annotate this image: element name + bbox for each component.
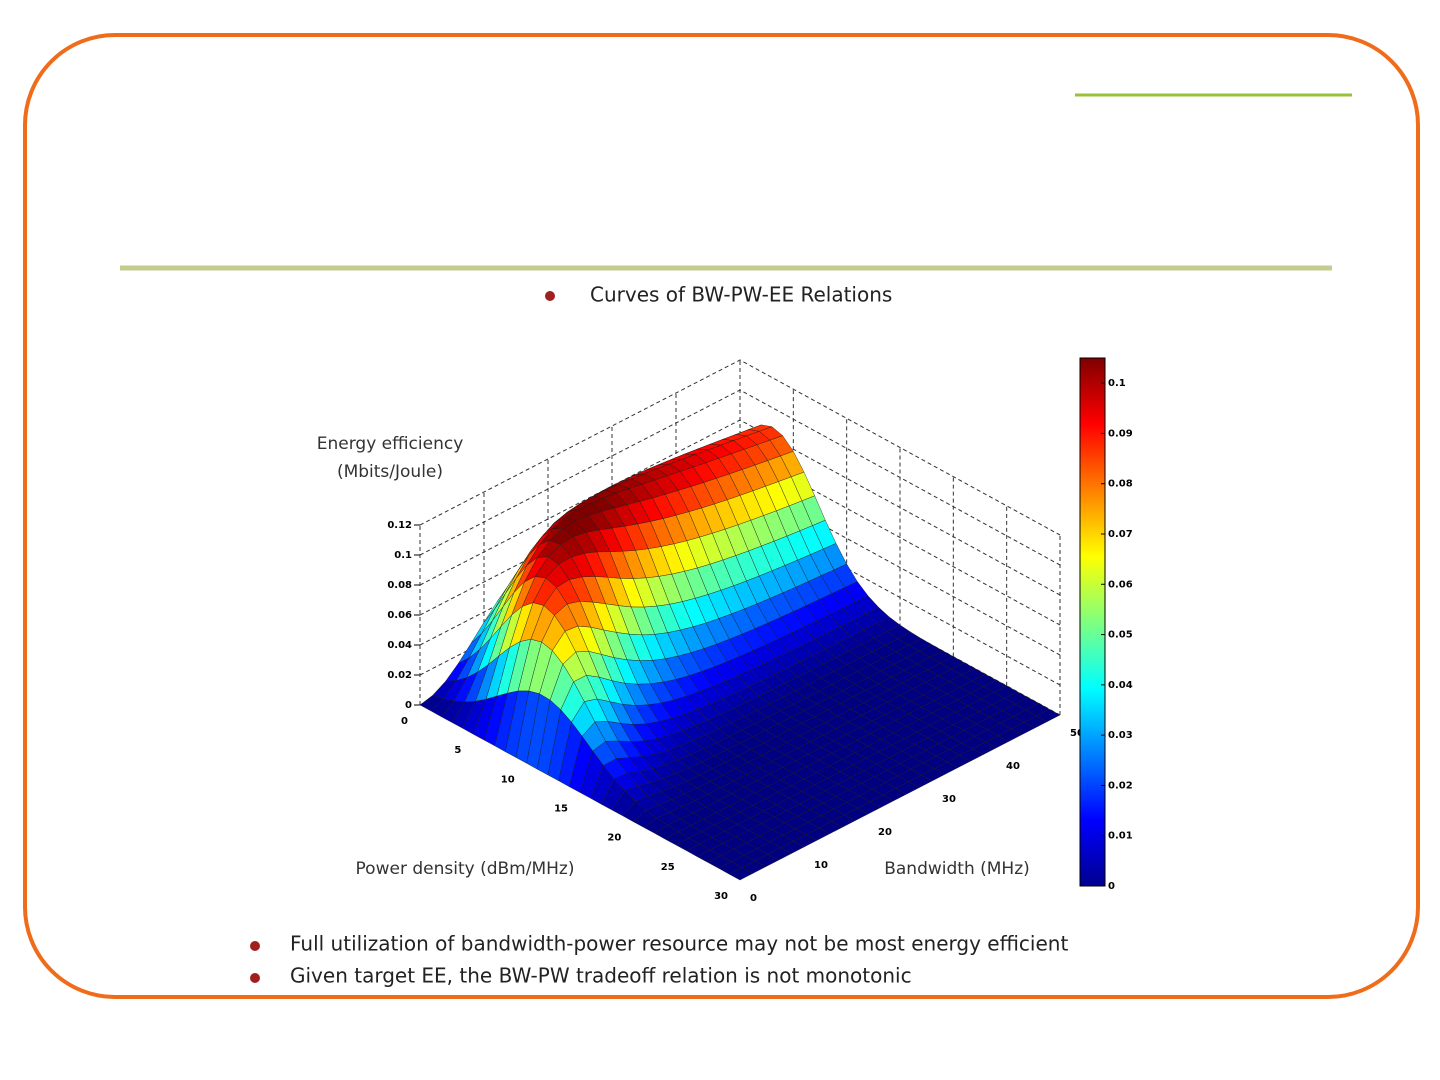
colorbar-tick-label: 0.01 [1108,831,1133,842]
y-tick-label: 10 [814,860,828,871]
bullet-dot [250,941,260,951]
y-tick-label: 40 [1006,761,1020,772]
y-tick-label: 30 [942,794,956,805]
z-tick-label: 0 [405,700,412,711]
z-tick-label: 0.1 [394,550,412,561]
bullet-text: Full utilization of bandwidth-power reso… [290,932,1068,956]
colorbar-tick-label: 0.05 [1108,630,1133,641]
colorbar-tick-label: 0.08 [1108,479,1133,490]
z-tick-label: 0.08 [387,580,412,591]
x-tick-label: 10 [501,774,515,785]
plot: 0 0.02 0.04 0.06 0.08 0.1 0.12 0 5 10 15 20 25 30 0 10 2… [387,357,1133,904]
x-tick-label: 0 [401,716,408,727]
x-tick-label: 5 [454,745,461,756]
colorbar-tick-label: 0.06 [1108,579,1133,590]
colorbar-tick-label: 0.09 [1108,428,1133,439]
bullet-dot [545,291,555,301]
x-tick-label: 15 [554,804,568,815]
surface-patch [728,867,754,881]
bullet-dot [250,973,260,983]
x-tick-label: 20 [607,833,621,844]
z-tick-label: 0.12 [387,520,412,531]
slide-frame [23,33,1420,999]
z-tick-label: 0.04 [387,640,412,651]
bullet-text: Given target EE, the BW-PW tradeoff rela… [290,964,912,988]
colorbar-tick-label: 0.1 [1108,378,1126,389]
colorbar-tick-label: 0.07 [1108,529,1133,540]
y-tick-label: 0 [750,893,757,904]
y-tick-label: 50 [1070,728,1084,739]
z-label: (Mbits/Joule) [337,462,443,482]
grid-line [419,359,1061,536]
colorbar [1079,357,1106,887]
colorbar-tick-label: 0 [1108,881,1115,892]
colorbar-tick-label: 0.03 [1108,730,1133,741]
y-label: Bandwidth (MHz) [884,859,1030,879]
x-tick-label: 30 [714,891,728,902]
y-tick-label: 20 [878,827,892,838]
colorbar-tick-label: 0.02 [1108,780,1133,791]
z-tick-label: 0.02 [387,670,412,681]
heading: Curves of BW-PW-EE Relations [590,283,892,307]
x-tick-label: 25 [661,862,675,873]
colorbar-tick-label: 0.04 [1108,680,1133,691]
z-label: Energy efficiency [317,434,464,454]
z-tick-label: 0.06 [387,610,412,621]
x-label: Power density (dBm/MHz) [356,859,575,879]
